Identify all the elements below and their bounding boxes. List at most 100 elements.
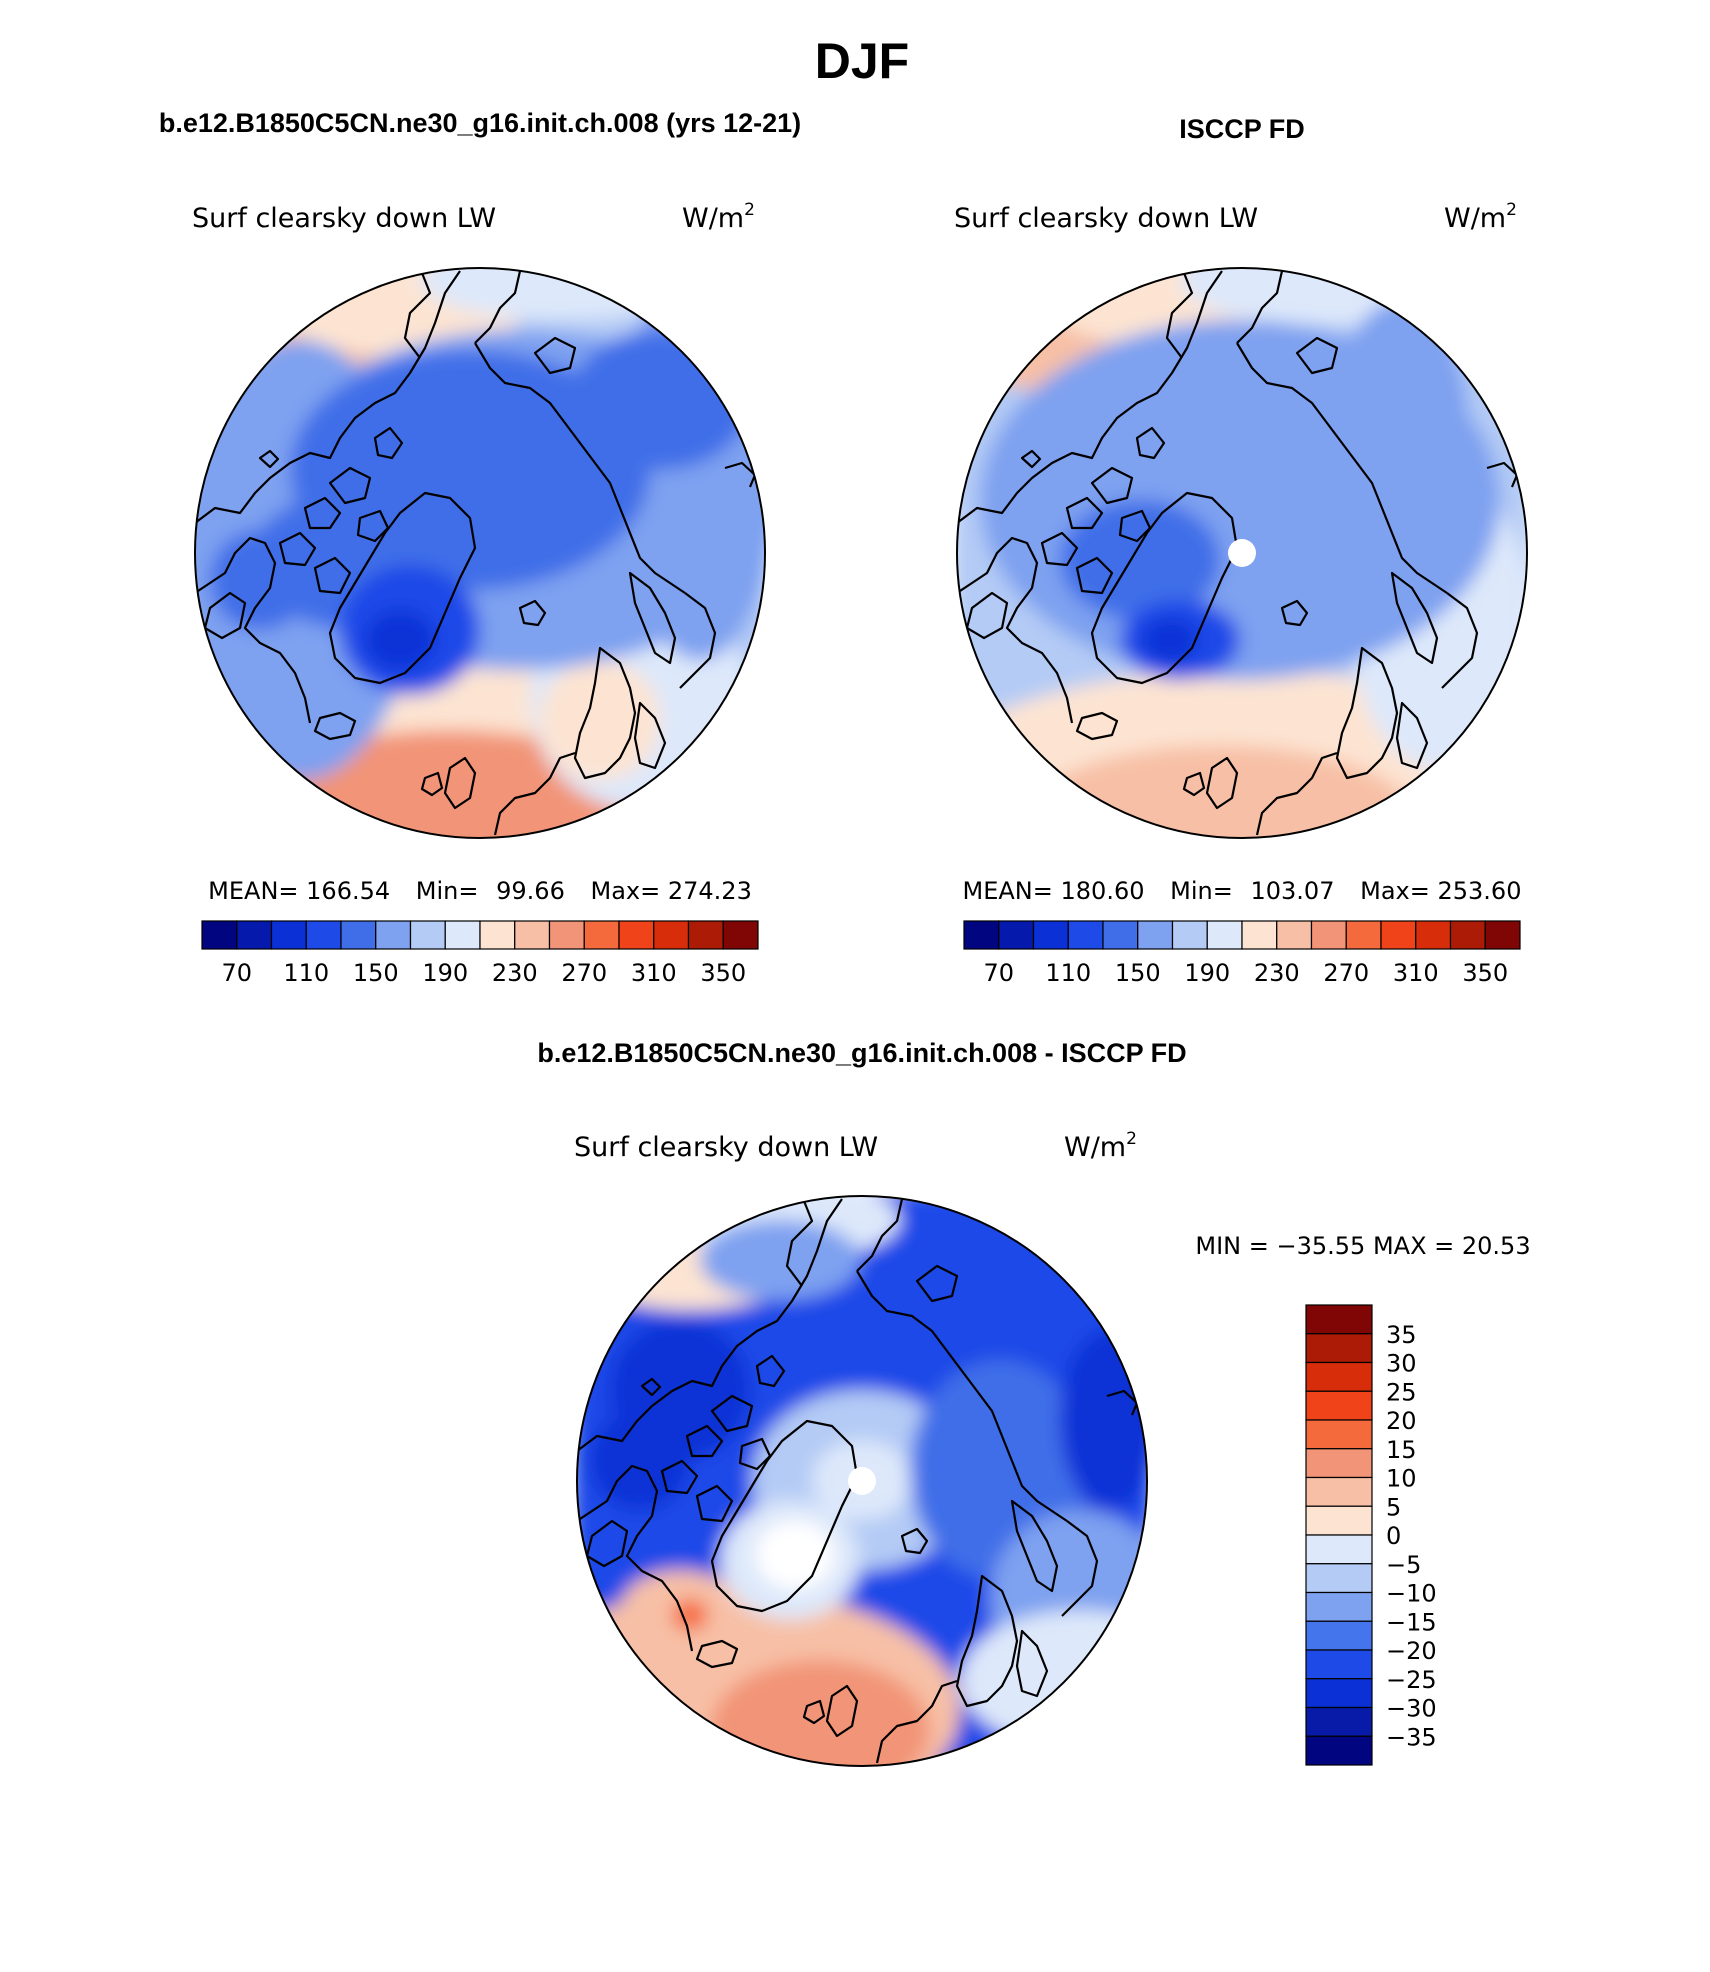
- colorbar-swatch: [1305, 1735, 1373, 1766]
- panel-a-colorbar: 70 110 150 190 230 270 310 350: [201, 920, 759, 987]
- panel-a-max-label: Max=: [590, 877, 660, 905]
- colorbar-tick-label: 150: [353, 959, 399, 987]
- panel-a-min-label: Min=: [416, 877, 479, 905]
- colorbar-tick-label: 350: [1462, 959, 1508, 987]
- colorbar-swatch: [1305, 1534, 1373, 1565]
- colorbar-swatch: [618, 920, 655, 950]
- panel-b-map: [956, 267, 1528, 839]
- panel-c-map-border: [576, 1195, 1148, 1767]
- colorbar-swatch: [444, 920, 481, 950]
- colorbar-swatch: [409, 920, 446, 950]
- panel-b-max: 253.60: [1437, 877, 1521, 905]
- panel-b-max-label: Max=: [1360, 877, 1430, 905]
- figure-title: DJF: [815, 33, 909, 89]
- colorbar-swatch: [998, 920, 1035, 950]
- colorbar-swatch: [1305, 1678, 1373, 1709]
- colorbar-swatch: [1305, 1706, 1373, 1737]
- colorbar-swatch: [305, 920, 342, 950]
- panel-b-units: W/m2: [1444, 200, 1517, 234]
- colorbar-tick-label: 350: [700, 959, 746, 987]
- panel-a-units-exp: 2: [744, 200, 755, 220]
- colorbar-swatch: [1171, 920, 1208, 950]
- colorbar-swatch: [1276, 920, 1313, 950]
- panel-a-units: W/m2: [682, 200, 755, 234]
- colorbar-tick-label: 230: [492, 959, 538, 987]
- colorbar-swatch: [1380, 920, 1417, 950]
- colorbar-tick-label: 110: [1045, 959, 1091, 987]
- colorbar-swatch: [548, 920, 585, 950]
- panel-b-units-base: W/m: [1444, 203, 1506, 234]
- colorbar-tick-label: −5: [1386, 1551, 1421, 1579]
- colorbar-swatch: [1305, 1304, 1373, 1335]
- colorbar-tick-label: −25: [1386, 1666, 1437, 1694]
- colorbar-tick-label: 70: [221, 959, 252, 987]
- colorbar-tick-label: 310: [1393, 959, 1439, 987]
- colorbar-tick-label: 230: [1254, 959, 1300, 987]
- colorbar-swatch: [1484, 920, 1521, 950]
- colorbar-swatch: [1310, 920, 1347, 950]
- colorbar-swatch: [1345, 920, 1382, 950]
- colorbar-tick-label: 310: [631, 959, 677, 987]
- colorbar-swatch: [653, 920, 690, 950]
- panel-c-map: [576, 1195, 1148, 1767]
- colorbar-swatch: [1305, 1649, 1373, 1680]
- panel-c-stats: MIN = −35.55 MAX = 20.53: [1195, 1232, 1530, 1260]
- colorbar-swatch: [1449, 920, 1486, 950]
- panel-c-pole-missing: [848, 1467, 876, 1495]
- colorbar-tick-label: 20: [1386, 1407, 1417, 1435]
- colorbar-swatch: [1241, 920, 1278, 950]
- colorbar-tick-label: 10: [1386, 1465, 1417, 1493]
- colorbar-swatch: [270, 920, 307, 950]
- colorbar-tick-label: 30: [1386, 1350, 1417, 1378]
- panel-b-min: 103.07: [1250, 877, 1334, 905]
- panel-a-max: 274.23: [668, 877, 752, 905]
- colorbar-swatch: [236, 920, 273, 950]
- panel-c-units: W/m2: [1064, 1129, 1137, 1163]
- panel-b-stats: MEAN= 180.60 Min= 103.07 Max= 253.60: [963, 877, 1522, 905]
- panel-a-units-base: W/m: [682, 203, 744, 234]
- colorbar-swatch: [1032, 920, 1069, 950]
- panel-b-map-border: [956, 267, 1528, 839]
- colorbar-tick-label: −35: [1386, 1723, 1437, 1751]
- panel-c-units-exp: 2: [1126, 1129, 1137, 1149]
- colorbar-swatch: [1305, 1419, 1373, 1450]
- colorbar-tick-label: 150: [1115, 959, 1161, 987]
- colorbar-tick-label: 270: [561, 959, 607, 987]
- panel-a-mean: 166.54: [306, 877, 390, 905]
- panel-b-variable: Surf clearsky down LW: [954, 203, 1258, 234]
- colorbar-tick-label: 70: [983, 959, 1014, 987]
- colorbar-swatch: [1305, 1563, 1373, 1594]
- colorbar-swatch: [1305, 1333, 1373, 1364]
- colorbar-swatch: [1305, 1390, 1373, 1421]
- panel-c-variable: Surf clearsky down LW: [574, 1132, 878, 1163]
- panel-b-colorbar: 70 110 150 190 230 270 310 350: [963, 920, 1521, 987]
- panel-a-title: b.e12.B1850C5CN.ne30_g16.init.ch.008 (yr…: [159, 108, 801, 138]
- colorbar-swatch: [687, 920, 724, 950]
- colorbar-swatch: [1137, 920, 1174, 950]
- colorbar-swatch: [1305, 1505, 1373, 1536]
- panel-a-map-border: [194, 267, 766, 839]
- panel-a-min: 99.66: [496, 877, 565, 905]
- diff-title: b.e12.B1850C5CN.ne30_g16.init.ch.008 - I…: [537, 1038, 1186, 1068]
- colorbar-tick-label: 15: [1386, 1436, 1417, 1464]
- colorbar-tick-label: 35: [1386, 1321, 1417, 1349]
- colorbar-swatch: [201, 920, 238, 950]
- panel-a-stats: MEAN= 166.54 Min= 99.66 Max= 274.23: [208, 877, 752, 905]
- colorbar-swatch: [722, 920, 759, 950]
- panel-b-mean-label: MEAN=: [963, 877, 1053, 905]
- colorbar-tick-label: −20: [1386, 1637, 1437, 1665]
- colorbar-tick-label: 5: [1386, 1493, 1401, 1521]
- colorbar-tick-label: 190: [422, 959, 468, 987]
- colorbar-swatch: [340, 920, 377, 950]
- colorbar-tick-label: 190: [1184, 959, 1230, 987]
- colorbar-tick-label: −30: [1386, 1695, 1437, 1723]
- colorbar-swatch: [514, 920, 551, 950]
- panel-b-min-label: Min=: [1170, 877, 1233, 905]
- panel-c-units-base: W/m: [1064, 1132, 1126, 1163]
- panel-a-mean-label: MEAN=: [208, 877, 298, 905]
- panel-b-title: ISCCP FD: [1179, 114, 1305, 144]
- colorbar-swatch: [1305, 1591, 1373, 1622]
- colorbar-tick-label: 110: [283, 959, 329, 987]
- colorbar-swatch: [1206, 920, 1243, 950]
